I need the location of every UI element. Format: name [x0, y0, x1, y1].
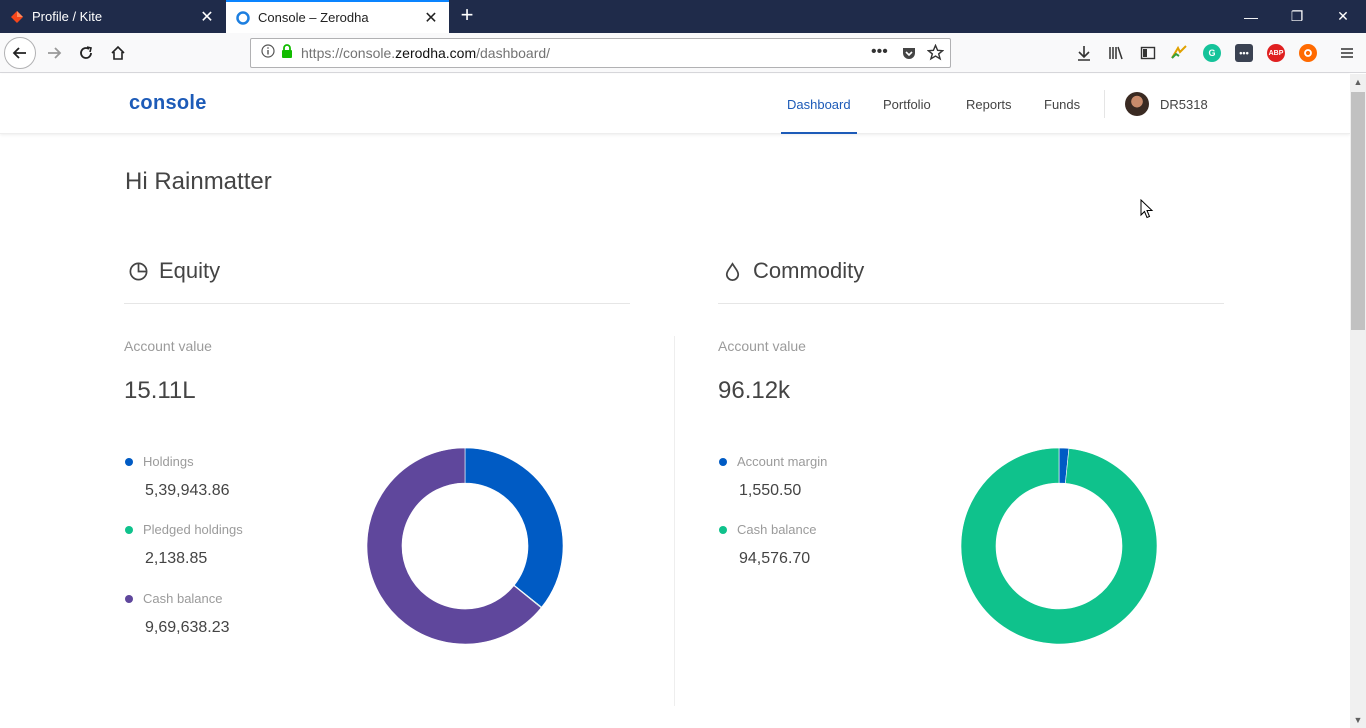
nav-portfolio[interactable]: Portfolio [883, 97, 931, 112]
tab-profile-kite[interactable]: Profile / Kite ✕ [0, 0, 225, 33]
tab-console-zerodha[interactable]: Console – Zerodha ✕ [226, 0, 449, 33]
scrollbar-thumb[interactable] [1351, 92, 1365, 330]
close-tab-icon[interactable]: ✕ [424, 9, 438, 27]
menu-hamburger-icon[interactable] [1331, 37, 1363, 69]
page-greeting: Hi Rainmatter [125, 168, 272, 195]
library-icon[interactable] [1100, 37, 1132, 69]
legend-dot [125, 595, 133, 603]
pocket-icon[interactable] [901, 45, 917, 66]
legend-dot [719, 458, 727, 466]
equity-section-title: Equity [128, 258, 220, 284]
close-tab-icon[interactable]: ✕ [200, 8, 214, 26]
avatar[interactable] [1125, 92, 1149, 116]
commodity-section-title: Commodity [722, 258, 864, 284]
donut-slice-cash-balance[interactable] [366, 447, 542, 645]
user-id[interactable]: DR5318 [1160, 97, 1208, 112]
legend-value: 2,138.85 [145, 550, 208, 567]
minimize-icon[interactable]: — [1244, 8, 1258, 25]
info-icon[interactable] [261, 43, 275, 63]
legend-value: 1,550.50 [739, 482, 802, 499]
nav-reports[interactable]: Reports [966, 97, 1012, 112]
restore-icon[interactable]: ❐ [1290, 8, 1304, 24]
legend-dot [719, 526, 727, 534]
commodity-title-divider [718, 303, 1224, 304]
legend-value: 9,69,638.23 [145, 619, 230, 636]
commodity-title: Commodity [753, 258, 865, 283]
equity-title: Equity [159, 258, 221, 283]
commodity-account-value: 96.12k [718, 377, 791, 404]
window-close-icon[interactable]: ✕ [1337, 8, 1349, 24]
legend-value: 94,576.70 [739, 550, 811, 567]
bookmark-star-icon[interactable] [926, 43, 945, 66]
nav-funds[interactable]: Funds [1044, 97, 1081, 112]
equity-donut-chart [366, 447, 564, 645]
scroll-up-icon[interactable]: ▲ [1353, 77, 1363, 87]
browser-title-bar: Profile / Kite ✕ Console – Zerodha ✕ + —… [0, 0, 1366, 33]
pie-chart-icon [129, 262, 148, 280]
url-text: https://console.zerodha.com/dashboard/ [301, 45, 551, 61]
console-favicon-icon [236, 10, 250, 25]
password-manager-icon[interactable]: ••• [1235, 44, 1253, 62]
legend-value: 5,39,943.86 [145, 482, 230, 499]
tab-title: Profile / Kite [32, 9, 103, 24]
legend-dot [125, 458, 133, 466]
adblock-plus-icon[interactable]: ABP [1267, 44, 1285, 62]
legend-name: Cash balance [143, 591, 223, 606]
grammarly-icon[interactable]: G [1203, 44, 1221, 62]
download-icon[interactable] [1068, 37, 1100, 69]
commodity-account-value-label: Account value [718, 338, 806, 354]
equity-account-value: 15.11L [124, 377, 196, 404]
commodity-donut-chart [960, 447, 1158, 645]
new-tab-icon[interactable]: + [460, 2, 474, 27]
tab-title: Console – Zerodha [258, 10, 369, 25]
secure-lock-icon [281, 43, 293, 63]
donut-slice-cash-balance[interactable] [960, 447, 1158, 645]
donut-slice-holdings[interactable] [464, 447, 564, 608]
equity-account-value-label: Account value [124, 338, 212, 354]
back-icon[interactable] [4, 37, 36, 69]
nav-dashboard[interactable]: Dashboard [781, 74, 857, 134]
reload-icon[interactable] [70, 37, 102, 69]
url-bar[interactable]: https://console.zerodha.com/dashboard/ •… [250, 38, 951, 68]
mouse-cursor-icon [1140, 199, 1154, 219]
nav-divider [1104, 90, 1105, 118]
legend-name: Cash balance [737, 522, 817, 537]
legend-name: Holdings [143, 454, 194, 469]
legend-name: Account margin [737, 454, 828, 469]
legend-name: Pledged holdings [143, 522, 243, 537]
forward-icon[interactable] [38, 37, 70, 69]
scroll-down-icon[interactable]: ▼ [1353, 715, 1363, 725]
browser-toolbar: https://console.zerodha.com/dashboard/ •… [0, 33, 1366, 73]
console-logo[interactable]: console [129, 92, 207, 114]
app-header: console Dashboard Portfolio Reports Fund… [0, 74, 1350, 134]
home-icon[interactable] [102, 37, 134, 69]
extension-orange-icon[interactable] [1299, 44, 1317, 62]
section-divider [674, 336, 675, 706]
screenshot-extension-icon[interactable] [1170, 44, 1188, 62]
legend-dot [125, 526, 133, 534]
equity-title-divider [124, 303, 630, 304]
page-actions-icon[interactable]: ••• [871, 43, 888, 60]
drop-icon [725, 261, 740, 281]
sidebar-icon[interactable] [1132, 37, 1164, 69]
kite-favicon-icon [10, 10, 24, 24]
